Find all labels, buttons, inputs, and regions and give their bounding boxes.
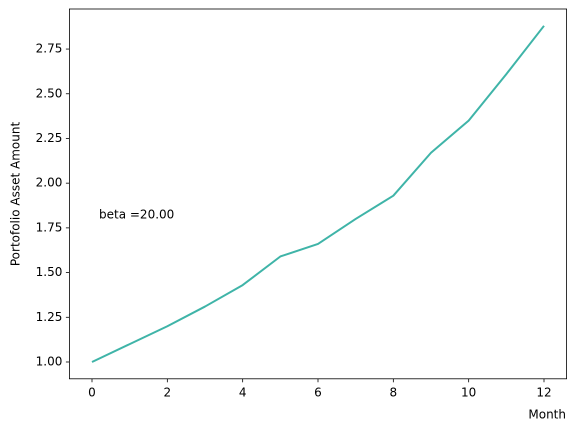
y-tick-label: 2.25 (36, 131, 63, 145)
x-tick-label: 8 (390, 385, 398, 399)
x-tick-label: 6 (314, 385, 322, 399)
y-axis-label: Portofolio Asset Amount (9, 122, 23, 267)
y-tick-label: 2.50 (36, 86, 63, 100)
x-tick-label: 0 (88, 385, 96, 399)
annotation: beta =20.00 (99, 208, 174, 222)
y-tick-label: 1.00 (36, 354, 63, 368)
line (91, 25, 545, 363)
x-tick-label: 2 (164, 385, 172, 399)
y-tick-label: 2.00 (36, 176, 63, 190)
axes-frame (69, 8, 568, 380)
y-tick-label: 1.50 (36, 265, 63, 279)
x-tick-label: 4 (239, 385, 247, 399)
y-tick-label: 1.75 (36, 220, 63, 234)
y-tick-label: 1.25 (36, 310, 63, 324)
x-tick-label: 12 (536, 385, 551, 399)
y-tick-label: 2.75 (36, 42, 63, 56)
x-axis-label: Month (528, 408, 566, 422)
x-tick-label: 10 (461, 385, 476, 399)
